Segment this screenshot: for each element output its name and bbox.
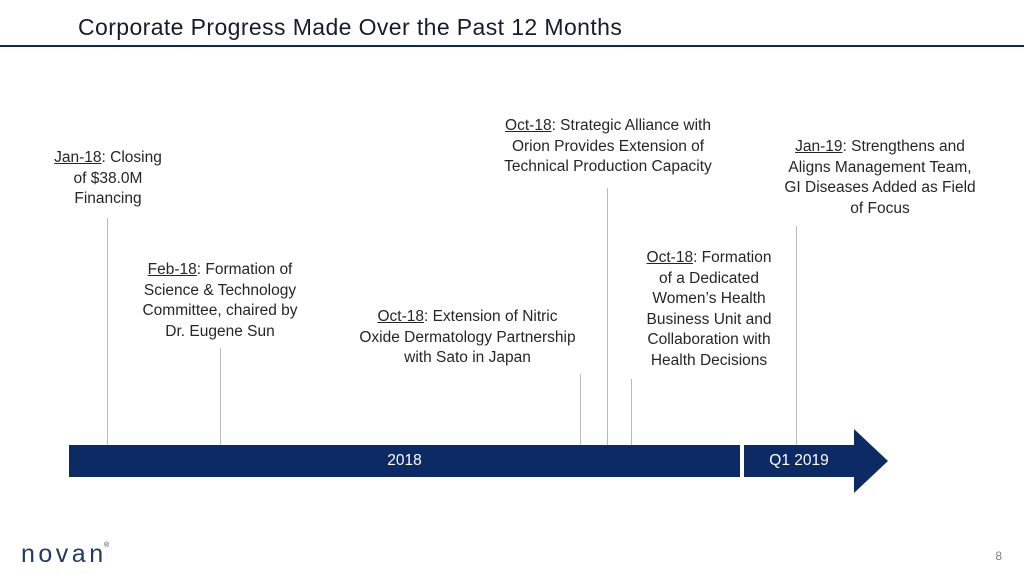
event-text: : Strategic Alliance with [551,117,711,134]
registered-mark: ® [104,542,110,549]
event-text: of a Dedicated [659,269,759,287]
event-jan-19: Jan-19: Strengthens and Aligns Managemen… [762,137,998,219]
page-number: 8 [995,549,1002,563]
event-oct-18-womens-health: Oct-18: Formation of a Dedicated Women’s… [620,248,798,371]
event-text: : Extension of Nitric [423,308,558,325]
event-text: Business Unit and [646,310,772,328]
slide-title: Corporate Progress Made Over the Past 12… [78,14,623,40]
event-oct-18-orion: Oct-18: Strategic Alliance with Orion Pr… [478,116,738,178]
event-text: Dr. Eugene Sun [165,322,275,340]
title-underline [0,45,1024,47]
novan-logo: novan [21,540,107,568]
connector-jan-18 [107,218,108,445]
event-text: Collaboration with [647,331,771,348]
event-jan-18: Jan-18: Closing of $38.0M Financing [28,148,188,210]
event-text: Orion Provides Extension of [511,137,705,155]
event-date: Jan-19 [795,138,843,155]
event-text: : Strengthens and [842,138,965,155]
event-date: Oct-18 [646,249,694,266]
timeline-bar-2018: 2018 [69,445,740,477]
event-text: : Formation [693,249,772,266]
connector-feb-18 [220,348,221,445]
timeline-label-q1-2019: Q1 2019 [769,452,829,469]
connector-oct-18-sato [580,374,581,445]
event-date: Oct-18 [377,308,424,325]
connector-oct-18-womens-health [631,379,632,445]
event-feb-18: Feb-18: Formation of Science & Technolog… [120,260,320,342]
event-text: Financing [74,190,142,207]
connector-oct-18-orion [607,188,608,445]
event-text: with Sato in Japan [404,349,531,366]
timeline-arrow-q1-2019 [744,429,888,493]
event-oct-18-sato: Oct-18: Extension of Nitric Oxide Dermat… [340,307,595,369]
event-text: Oxide Dermatology Partnership [359,328,576,346]
event-text: Health Decisions [650,351,768,369]
event-text: Committee, chaired by [142,302,298,319]
event-text: : Closing [101,149,162,166]
arrow-shape [744,429,888,493]
timeline-label-2018: 2018 [387,452,422,469]
event-text: Science & Technology [143,281,297,299]
event-text: Women’s Health [652,290,766,307]
event-text: Aligns Management Team, [788,158,972,176]
event-date: Feb-18 [147,261,197,278]
connector-jan-19 [796,226,797,445]
event-date: Jan-18 [54,149,102,166]
event-text: : Formation of [196,261,293,278]
event-text: of Focus [850,199,910,217]
event-text: of $38.0M [73,169,143,187]
event-date: Oct-18 [505,117,552,134]
event-text: Technical Production Capacity [504,158,712,175]
event-text: GI Diseases Added as Field [784,179,976,196]
